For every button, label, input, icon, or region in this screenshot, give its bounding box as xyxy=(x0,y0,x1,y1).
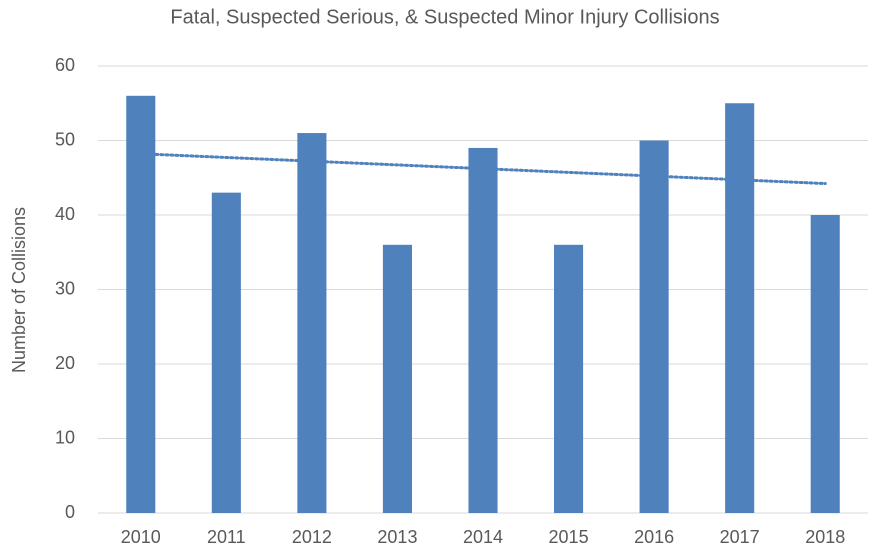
y-tick-label: 60 xyxy=(55,55,75,75)
chart-title: Fatal, Suspected Serious, & Suspected Mi… xyxy=(170,6,719,28)
x-tick-label: 2017 xyxy=(720,527,760,547)
trend-line xyxy=(139,152,827,186)
bar xyxy=(211,192,241,513)
y-tick-label: 0 xyxy=(65,502,75,522)
bar xyxy=(725,103,755,513)
bar xyxy=(810,215,840,513)
y-tick-label: 20 xyxy=(55,353,75,373)
x-tick-label: 2014 xyxy=(463,527,503,547)
bar xyxy=(126,95,156,514)
x-tick-label: 2010 xyxy=(121,527,161,547)
bar xyxy=(382,244,412,514)
bar xyxy=(468,147,498,513)
x-tick-label: 2012 xyxy=(292,527,332,547)
bar xyxy=(639,140,669,513)
x-tick-label: 2013 xyxy=(377,527,417,547)
y-tick-label: 50 xyxy=(55,129,75,149)
bar xyxy=(554,244,584,514)
y-tick-label: 40 xyxy=(55,204,75,224)
x-tick-label: 2018 xyxy=(805,527,845,547)
x-tick-label: 2016 xyxy=(634,527,674,547)
x-tick-label: 2015 xyxy=(549,527,589,547)
bar xyxy=(297,133,327,514)
x-tick-label: 2011 xyxy=(207,527,246,547)
y-tick-label: 30 xyxy=(55,278,75,298)
y-tick-label: 10 xyxy=(55,427,75,447)
y-axis-label: Number of Collisions xyxy=(9,207,29,373)
